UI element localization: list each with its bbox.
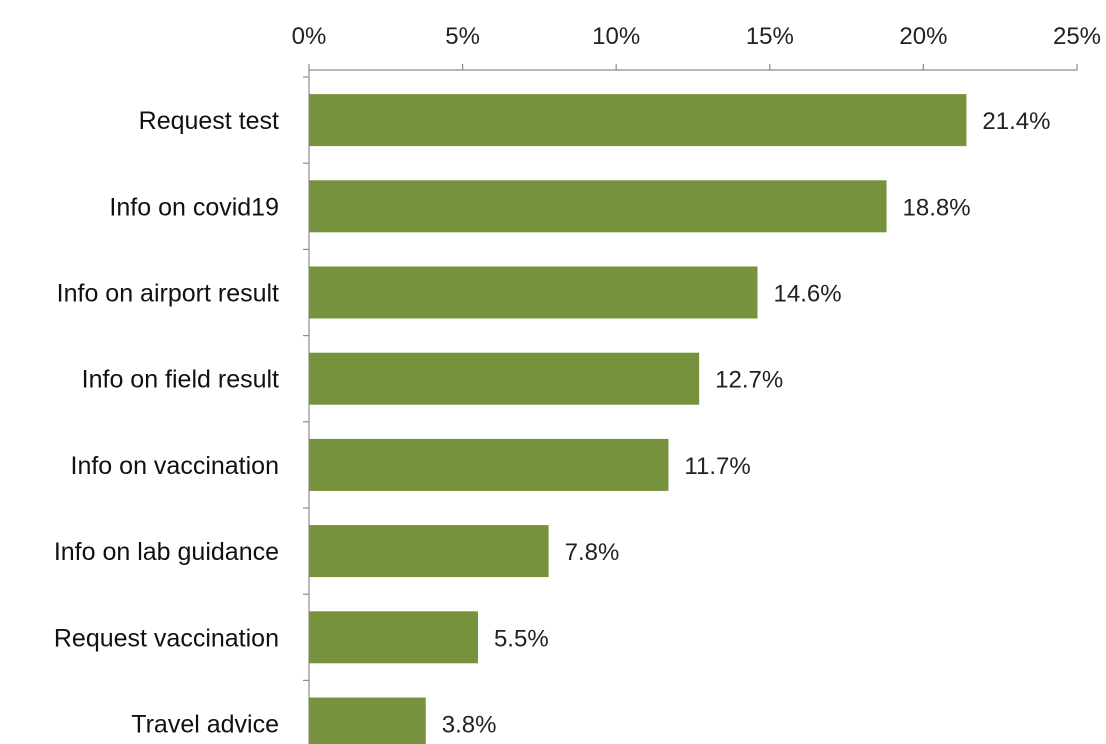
x-axis: 0% 5% 10% 15% 20% 25% bbox=[292, 23, 1101, 71]
x-tick-label: 20% bbox=[899, 23, 947, 50]
value-label: 21.4% bbox=[982, 108, 1050, 135]
category-label: Request vaccination bbox=[54, 624, 279, 652]
category-label: Info on field result bbox=[82, 366, 279, 394]
value-label: 12.7% bbox=[715, 367, 783, 394]
value-label: 5.5% bbox=[494, 625, 549, 652]
bar bbox=[309, 525, 549, 578]
bars bbox=[309, 94, 967, 744]
bar bbox=[309, 611, 478, 664]
category-label: Info on vaccination bbox=[71, 452, 279, 480]
bar bbox=[309, 697, 426, 744]
value-label: 11.7% bbox=[684, 453, 750, 480]
category-label: Info on airport result bbox=[57, 280, 279, 308]
bar bbox=[309, 352, 700, 405]
bar bbox=[309, 94, 967, 147]
bar bbox=[309, 266, 758, 319]
x-tick-label: 5% bbox=[445, 23, 480, 50]
x-tick-label: 10% bbox=[592, 23, 640, 50]
value-label: 14.6% bbox=[774, 281, 842, 308]
category-label: Info on covid19 bbox=[109, 193, 279, 221]
category-label: Info on lab guidance bbox=[54, 538, 279, 566]
value-label: 18.8% bbox=[903, 194, 971, 221]
x-tick-label: 0% bbox=[292, 23, 327, 50]
value-label: 7.8% bbox=[565, 539, 620, 566]
category-label: Travel advice bbox=[131, 711, 279, 739]
value-label: 3.8% bbox=[442, 712, 497, 739]
x-tick-label: 15% bbox=[746, 23, 794, 50]
x-tick-label: 25% bbox=[1053, 23, 1101, 50]
value-labels: 21.4% 18.8% 14.6% 12.7% 11.7% 7.8% 5.5% 3.8% bbox=[442, 108, 1051, 738]
bar bbox=[309, 180, 887, 233]
bar bbox=[309, 438, 669, 491]
category-labels: Request test Info on covid19 Info on airpo… bbox=[54, 107, 279, 738]
y-axis bbox=[303, 70, 310, 744]
category-label: Request test bbox=[139, 107, 279, 135]
